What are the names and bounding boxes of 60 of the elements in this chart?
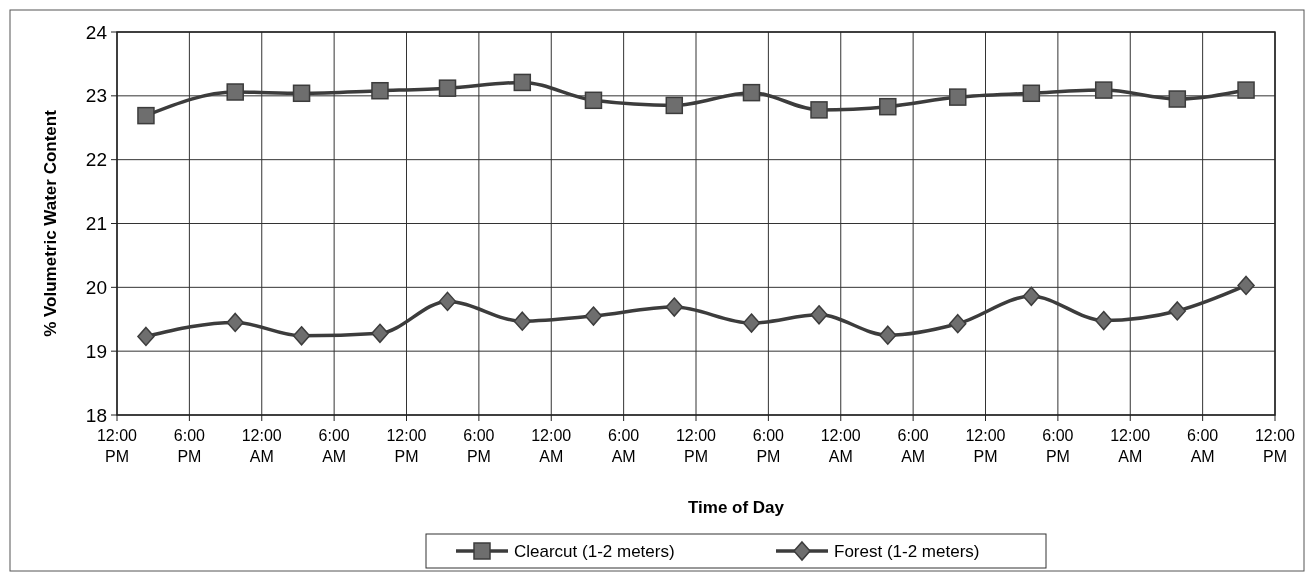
point	[665, 297, 684, 317]
x-tick-label: 6:00 PM	[173, 427, 206, 465]
point	[1094, 310, 1113, 331]
point	[292, 84, 311, 103]
x-tick-label: 6:00 PM	[1042, 427, 1074, 465]
x-tick-label: 12:00 PM	[965, 427, 1006, 465]
point	[292, 326, 311, 346]
y-tick-label: 22	[85, 149, 107, 171]
point	[742, 83, 761, 102]
x-tick-label: 12:00 PM	[675, 427, 717, 465]
point	[1168, 90, 1187, 108]
point	[810, 305, 828, 325]
x-tick-label: 6:00 PM	[463, 427, 495, 465]
point	[742, 313, 761, 333]
y-axis-title: % Volumetric Water Content	[41, 109, 60, 337]
point	[1237, 275, 1255, 296]
x-tick-label: 6:00 PM	[752, 427, 785, 465]
point	[879, 97, 897, 116]
x-tick-label: 12:00 PM	[386, 427, 427, 465]
x-tick-label: 12:00 AM	[531, 427, 572, 465]
point	[226, 83, 244, 101]
y-tick-label: 19	[85, 340, 107, 362]
point	[584, 91, 603, 110]
x-tick-label: 12:00 AM	[820, 427, 861, 465]
y-tick-label: 18	[85, 404, 107, 426]
point	[513, 311, 532, 331]
y-tick-label: 23	[85, 85, 107, 107]
point	[949, 88, 967, 106]
point	[584, 306, 603, 326]
point	[1237, 81, 1255, 99]
point	[665, 96, 684, 115]
x-tick-label: 12:00 PM	[96, 427, 138, 465]
point	[1022, 286, 1041, 307]
x-tick-label: 12:00 AM	[1110, 427, 1151, 465]
point	[879, 325, 897, 345]
legend-label: Clearcut (1-2 meters)	[514, 541, 675, 561]
point	[371, 81, 389, 100]
point	[513, 73, 532, 92]
y-tick-label: 24	[85, 21, 108, 43]
x-tick-label: 6:00 AM	[897, 427, 929, 465]
point	[137, 106, 155, 125]
point	[438, 291, 457, 312]
y-tick-label: 20	[85, 276, 107, 298]
x-tick-label: 6:00 AM	[318, 427, 350, 465]
point	[1094, 81, 1113, 99]
point	[949, 313, 967, 334]
x-axis-title: Time of Day	[687, 498, 785, 517]
point	[1022, 84, 1041, 103]
point	[810, 101, 828, 119]
x-tick-label: 6:00 AM	[1187, 427, 1219, 465]
x-tick-label: 12:00 PM	[1254, 427, 1296, 465]
point	[371, 323, 389, 344]
y-tick-label: 21	[85, 213, 107, 235]
x-tick-label: 12:00 AM	[241, 427, 282, 465]
point	[1168, 301, 1187, 321]
point	[438, 79, 457, 97]
x-tick-label: 6:00 AM	[608, 427, 640, 465]
point	[226, 312, 244, 333]
point	[137, 326, 155, 347]
legend-label: Forest (1-2 meters)	[834, 541, 980, 561]
